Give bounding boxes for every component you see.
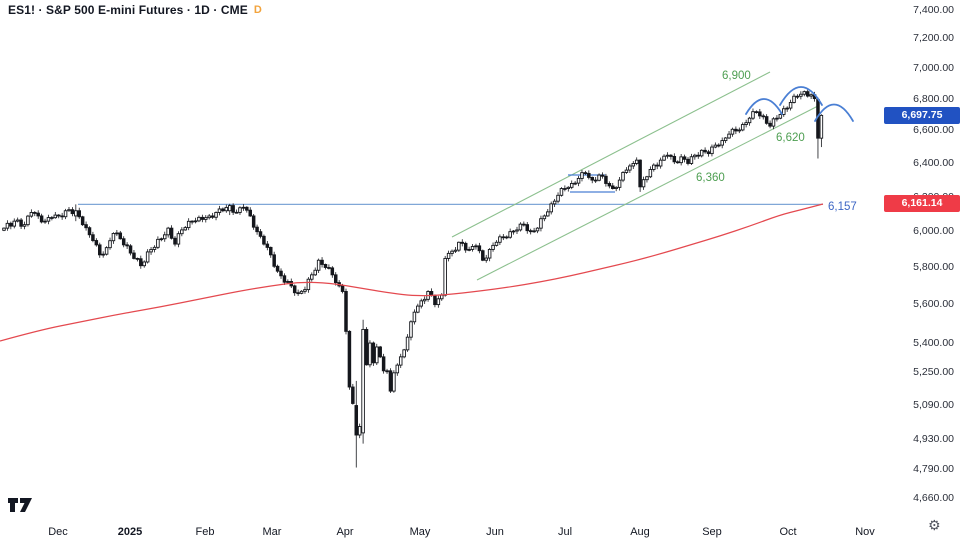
tradingview-logo-icon[interactable] <box>8 497 34 513</box>
time-axis-label-nov: Nov <box>855 526 875 538</box>
price-axis-label: 6,800.00 <box>913 92 954 105</box>
price-axis-label: 4,660.00 <box>913 492 954 505</box>
price-axis-label: 6,000.00 <box>913 225 954 238</box>
channel-label-2: 6,360 <box>696 172 725 184</box>
chart-legend: ES1! · S&P 500 E-mini Futures · 1D · CME… <box>8 2 262 18</box>
time-axis-label-dec: Dec <box>48 526 68 538</box>
time-axis-label-aug: Aug <box>630 526 650 538</box>
price-axis-label: 5,800.00 <box>913 261 954 273</box>
channel-label-1: 6,620 <box>776 132 805 144</box>
price-axis-label: 5,400.00 <box>913 336 954 349</box>
time-axis-label-mar: Mar <box>262 526 282 538</box>
arc-annotation-0[interactable] <box>745 98 783 115</box>
price-axis-label: 4,930.00 <box>913 432 954 445</box>
price-axis-label: 7,400.00 <box>913 3 954 16</box>
time-axis-label-jun: Jun <box>486 526 504 538</box>
price-axis-label: 7,200.00 <box>913 32 954 45</box>
time-axis[interactable] <box>0 515 960 540</box>
gear-icon[interactable]: ⚙ <box>928 517 941 533</box>
timeframe-badge[interactable]: D <box>253 4 262 16</box>
time-axis-label-sep: Sep <box>702 526 722 538</box>
trend-channel-lower-line[interactable] <box>476 105 819 281</box>
red-ma-line[interactable] <box>0 203 824 342</box>
time-axis-label-2025: 2025 <box>117 526 143 538</box>
arc-annotation-2[interactable] <box>814 103 854 122</box>
time-axis-label-may: May <box>409 526 431 538</box>
price-axis-label: 7,000.00 <box>913 62 954 75</box>
price-axis-label: 6,400.00 <box>913 156 954 169</box>
price-axis-label: 5,250.00 <box>913 366 954 379</box>
time-axis-label-oct: Oct <box>779 526 797 538</box>
arc-annotation-1[interactable] <box>779 86 823 106</box>
price-axis-label: 5,600.00 <box>913 298 954 311</box>
last-price-badge: 6,697.75 <box>884 106 960 124</box>
symbol-title[interactable]: ES1! · S&P 500 E-mini Futures · 1D · CME <box>8 3 248 17</box>
price-axis-label: 6,600.00 <box>913 124 954 137</box>
trend-channel-upper-line[interactable] <box>451 71 771 238</box>
candles <box>2 88 824 468</box>
time-axis-label-feb: Feb <box>195 526 215 538</box>
price-axis-label: 5,090.00 <box>913 399 954 412</box>
channel-label-0: 6,900 <box>722 70 751 82</box>
time-axis-label-apr: Apr <box>336 526 354 538</box>
red-line-value-badge: 6,161.14 <box>884 195 960 213</box>
hline-label: 6,157 <box>828 201 857 213</box>
time-axis-label-jul: Jul <box>557 526 573 538</box>
price-axis-label: 4,790.00 <box>913 463 954 476</box>
